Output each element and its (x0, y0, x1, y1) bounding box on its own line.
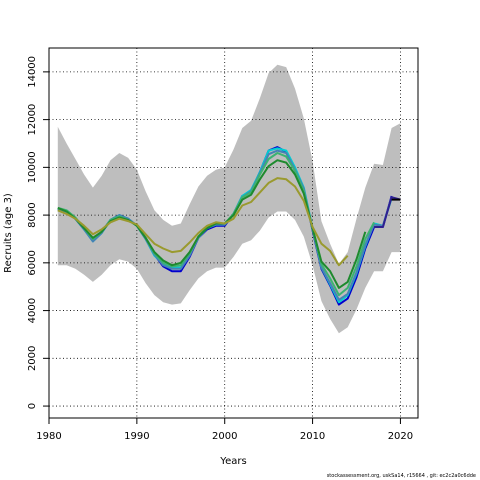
grid-lines (48, 48, 418, 418)
confidence-band (57, 64, 401, 334)
x-axis-title: Years (219, 456, 246, 467)
y-tick-label: 6000 (27, 250, 38, 275)
y-tick-label: 14000 (27, 56, 38, 88)
y-tick-label: 2000 (27, 346, 38, 371)
plot-frame (48, 47, 419, 419)
series-line-7 (374, 196, 401, 228)
x-tick-label: 1980 (36, 431, 61, 442)
x-tick-label: 1990 (124, 431, 149, 442)
footer-credit: stockassessment.org, uskSa14, r15664 , g… (326, 473, 476, 479)
series-line-6 (57, 177, 349, 267)
series-layer (57, 146, 401, 306)
y-tick-label: 0 (27, 403, 38, 409)
y-axis-title: Recruits (age 3) (3, 193, 14, 273)
x-tick-label: 2020 (388, 431, 413, 442)
y-tick-label: 12000 (27, 104, 38, 136)
y-tick-label: 8000 (27, 202, 38, 227)
confidence-band-layer (57, 64, 401, 334)
axes: 1980 1990 2000 2010 2020 0 2000 4000 6000 8000 100… (27, 56, 413, 442)
y-tick-label: 4000 (27, 298, 38, 323)
y-tick-label: 10000 (27, 151, 38, 183)
x-tick-label: 2000 (212, 431, 237, 442)
x-tick-label: 2010 (300, 431, 325, 442)
